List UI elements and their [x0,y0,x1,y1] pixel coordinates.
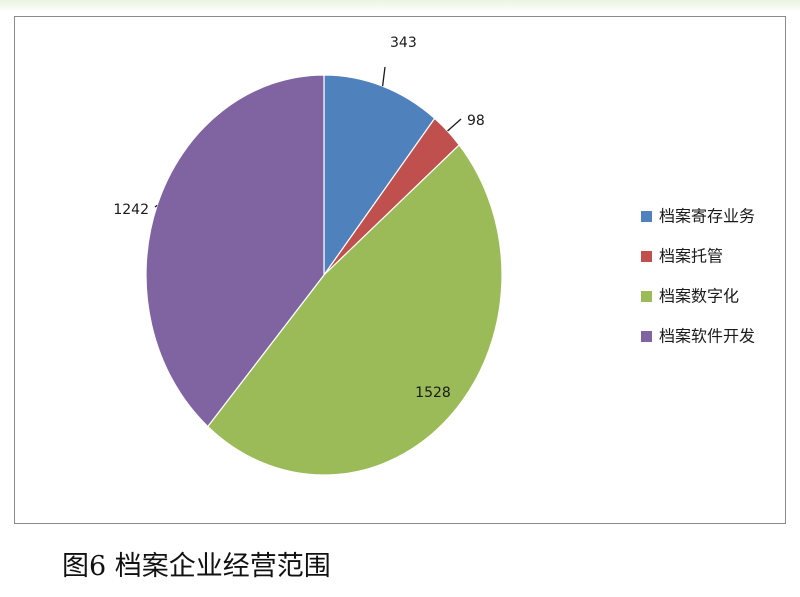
pie-slice-series-3 [206,144,503,476]
top-edge-strip [0,0,800,12]
legend-label-series-3: 档案数字化 [659,287,739,306]
legend-label-series-4: 档案软件开发 [659,327,755,346]
data-label-series-3: 1528 [415,385,451,401]
legend-swatch-series-2 [641,251,652,262]
data-label-series-4: 1242 [113,202,149,218]
chart-frame: 343 98 1528 1242 档案寄存业务 档案托管档案数字化档案软件开发 [14,16,786,524]
legend-swatch-series-4 [641,331,652,342]
pie-slice-series-4 [145,74,325,428]
data-label-series-2: 98 [467,113,485,129]
leader-line-series-1 [381,66,386,87]
leader-line-series-4 [154,204,158,208]
legend-swatch-series-3 [641,291,652,302]
leader-line-series-2 [447,118,462,132]
pie-slices [145,74,503,476]
figure-caption: 图6 档案企业经营范围 [62,551,331,582]
legend-swatch-series-1 [641,211,652,222]
leader-lines [154,66,462,208]
legend-label-series-1: 档案寄存业务 [659,207,755,226]
legend-label-series-2: 档案托管 [659,247,723,266]
data-label-series-1: 343 [390,35,417,51]
data-labels: 343 98 1528 1242 [113,35,484,401]
